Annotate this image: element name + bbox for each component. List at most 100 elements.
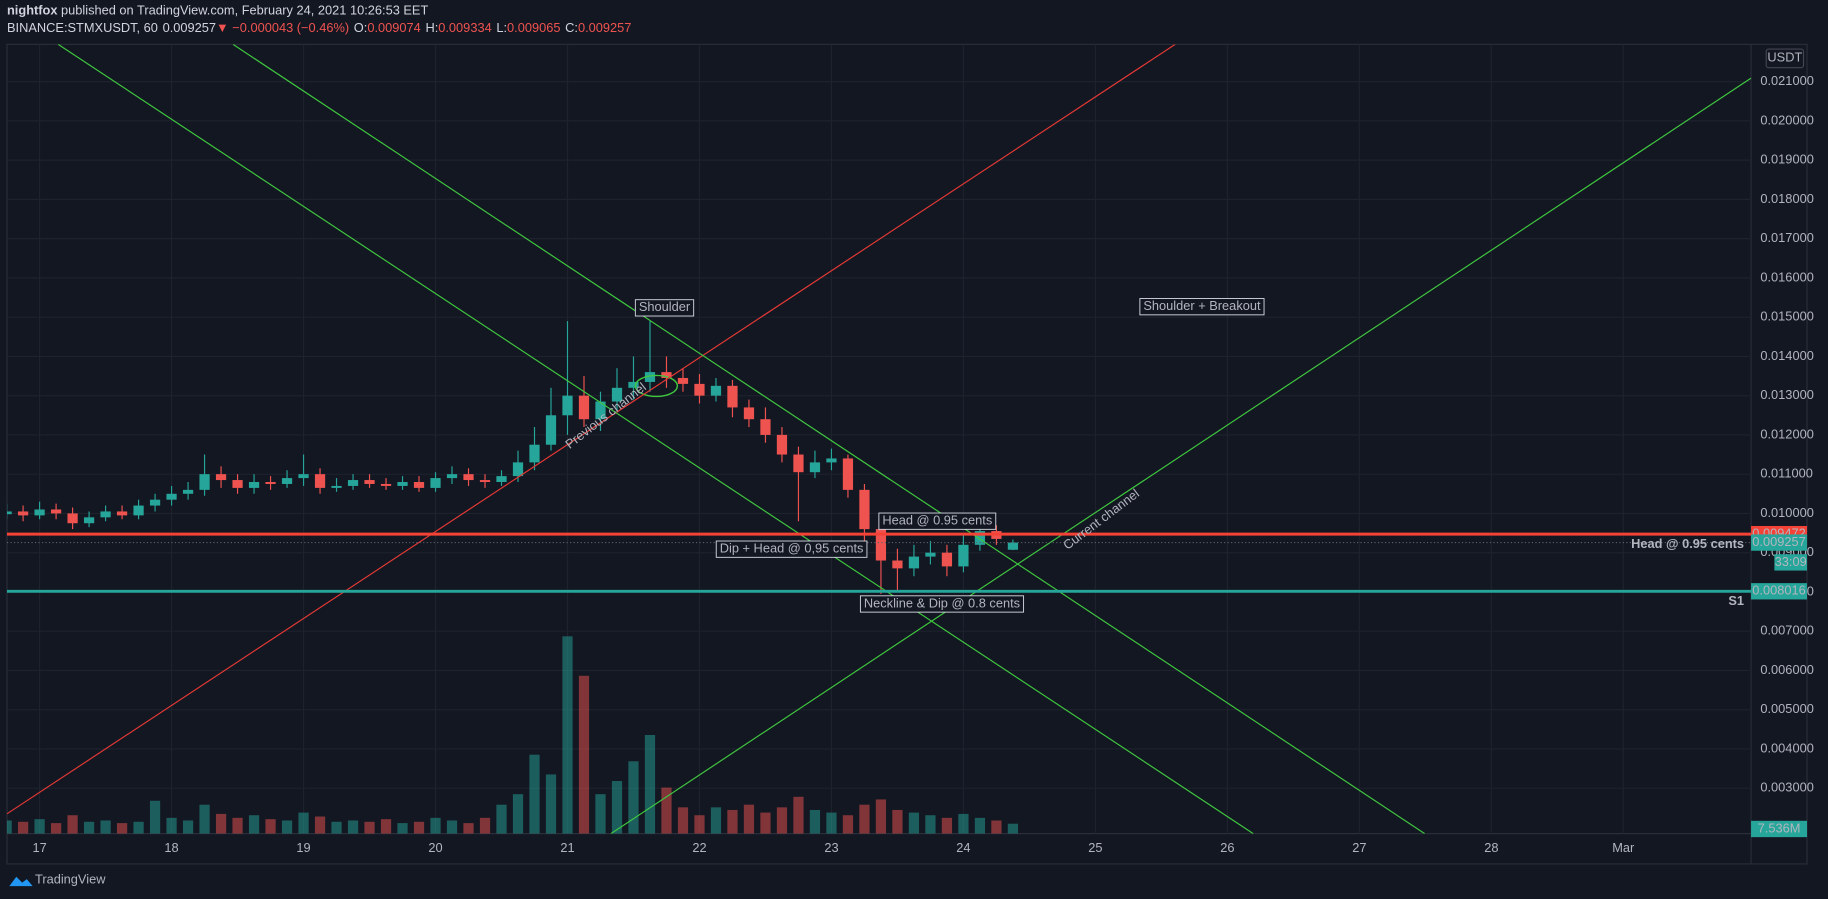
annotation-box [634, 299, 695, 317]
volume-bar [760, 812, 771, 834]
ohlc-value: 0.009334 [438, 21, 491, 36]
volume-bar [446, 820, 458, 834]
annotation: Shoulder [639, 299, 691, 314]
volume-bar [17, 821, 29, 834]
volume-bar [529, 754, 540, 834]
candle-body [281, 478, 293, 484]
candle-body [941, 552, 953, 567]
volume-bar [925, 815, 936, 834]
volume-bar [463, 823, 474, 834]
candle-body [133, 505, 144, 516]
candle-body [446, 474, 458, 479]
candle-body [595, 401, 606, 420]
highlight-ellipse [634, 374, 679, 398]
volume-bar [397, 823, 408, 834]
symbol: BINANCE:STMXUSDT, 60 [7, 21, 158, 36]
candle-body [232, 480, 243, 488]
x-tick-label: 28 [1484, 840, 1498, 855]
candle-body [463, 474, 474, 481]
x-tick-label: 20 [428, 840, 442, 855]
last-price-box [1751, 534, 1808, 551]
candle-body [809, 462, 821, 473]
candle-body [50, 509, 62, 514]
candle-body [512, 462, 524, 477]
trend-line [610, 77, 1752, 834]
last-price: 0.009257 [163, 21, 216, 36]
candle-body [760, 419, 771, 435]
x-tick-label: 22 [692, 840, 706, 855]
volume-bar [595, 794, 606, 834]
candle-body [743, 407, 755, 420]
y-tick-label: 0.019000 [1760, 152, 1813, 167]
author: nightfox [7, 3, 58, 18]
y-tick-label: 0.015000 [1760, 309, 1813, 324]
published: published on TradingView.com, February 2… [61, 3, 428, 18]
candle-body [413, 482, 425, 488]
header-line-1: nightfox published on TradingView.com, Fe… [7, 3, 428, 18]
annotation: Head @ 0.95 cents [882, 513, 992, 528]
candle-body [644, 372, 656, 382]
candle-body [116, 511, 128, 516]
x-tick-label: 19 [296, 840, 310, 855]
y-tick-label: 0.011000 [1760, 466, 1813, 481]
annotation-box [859, 595, 1025, 613]
candle-body [199, 474, 210, 490]
volume-bar [430, 817, 441, 834]
unit-badge[interactable] [1765, 48, 1805, 69]
x-tick-label: 17 [32, 840, 46, 855]
volume-bar [314, 816, 326, 834]
volume-bar [199, 804, 210, 834]
ohlc-value: 0.009074 [367, 21, 420, 36]
volume-bar [793, 796, 804, 834]
x-tick-label: 27 [1352, 840, 1366, 855]
chart-frame [6, 43, 1808, 865]
candle-body [430, 478, 441, 488]
volume-bar [281, 820, 293, 834]
y-tick-label: 0.018000 [1760, 191, 1813, 206]
volume-bar [628, 761, 639, 834]
level-name: Head @ 0.95 cents [1631, 536, 1744, 551]
volume-bar [958, 813, 969, 834]
volume-bar [826, 812, 837, 834]
trend-line [6, 44, 1176, 815]
candle-body [974, 531, 986, 545]
y-tick-label: 0.020000 [1760, 112, 1813, 127]
candle-body [842, 458, 854, 490]
footer-logo: TradingView [35, 872, 106, 887]
volume-bar [545, 774, 557, 834]
volume-bar [232, 817, 243, 834]
volume-bar [991, 820, 1002, 834]
candles [6, 321, 1019, 594]
x-tick-label: Mar [1612, 840, 1635, 855]
candle-body [545, 415, 557, 445]
volume-bar [298, 812, 309, 834]
volume-bar [512, 794, 524, 834]
volume-bar [116, 823, 128, 834]
candle-body [17, 511, 29, 516]
y-tick-label: 0.021000 [1760, 73, 1813, 88]
candle-body [578, 395, 590, 420]
volume-bar [892, 809, 903, 834]
volume-bar [347, 820, 359, 834]
candle-body [677, 377, 689, 384]
candle-body [248, 482, 260, 488]
candle-body [166, 493, 177, 500]
candle-body [710, 385, 722, 396]
volume-bar [974, 817, 986, 834]
candle-body [182, 489, 194, 494]
x-tick-label: 25 [1088, 840, 1102, 855]
volume-bar [842, 815, 854, 834]
level-price-box [1751, 583, 1808, 600]
candle-body [611, 387, 623, 402]
annotation-box [878, 512, 997, 530]
volume-bar [6, 820, 12, 834]
candle-body [149, 499, 161, 506]
candle-body [298, 474, 309, 479]
volume-bar [34, 819, 45, 834]
level-price: 0.008016 [1752, 583, 1805, 598]
candle-body [314, 474, 326, 488]
candle-body [859, 489, 870, 530]
countdown-box [1774, 554, 1808, 571]
